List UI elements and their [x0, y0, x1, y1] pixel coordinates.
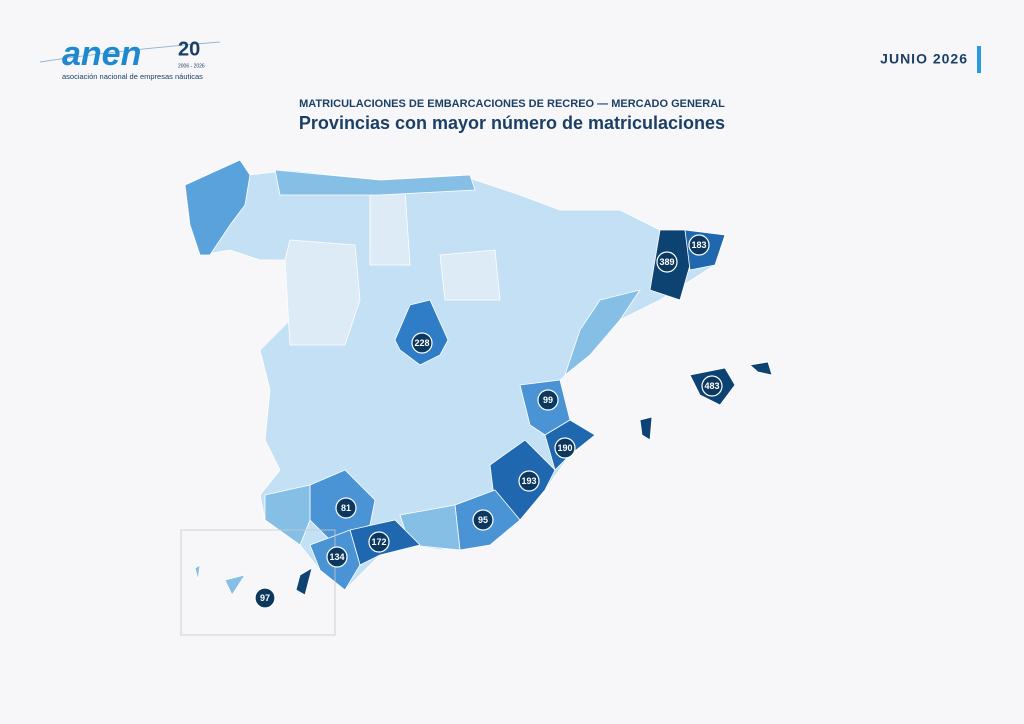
marker-label: 389: [659, 257, 674, 267]
markers: 183 389 228 483 99 190 193 81 95 172 134 97: [254, 234, 723, 609]
region: [284, 239, 361, 346]
canary-inset: [180, 529, 336, 636]
marker: [688, 234, 710, 256]
island: [749, 361, 773, 376]
marker: [326, 546, 348, 568]
date: JUNIO 2026: [880, 51, 968, 67]
region: [264, 484, 311, 546]
marker-label: 228: [414, 338, 429, 348]
region: [564, 289, 641, 377]
marker-label: 134: [329, 552, 344, 562]
logo-name: anen: [62, 35, 141, 73]
date-accent: [977, 46, 981, 73]
region: [369, 189, 411, 266]
marker-label: 97: [260, 593, 270, 603]
marker: [701, 375, 723, 397]
region: [439, 249, 501, 301]
marker: [411, 332, 433, 354]
marker-label: 172: [371, 537, 386, 547]
marker: [656, 251, 678, 273]
logo: anen 20 2006 - 2026 asociación nacional …: [39, 35, 221, 81]
region: [184, 159, 251, 256]
region: [274, 169, 476, 196]
title: Provincias con mayor número de matricula…: [299, 113, 725, 133]
marker: [335, 497, 357, 519]
marker: [472, 509, 494, 531]
marker-label: 193: [521, 476, 536, 486]
logo-tagline: asociación nacional de empresas náuticas: [62, 72, 203, 81]
island: [194, 564, 201, 581]
marker: [537, 389, 559, 411]
island: [639, 416, 653, 441]
marker-label: 483: [704, 381, 719, 391]
marker: [554, 437, 576, 459]
marker-label: 95: [478, 515, 488, 525]
marker-label: 81: [341, 503, 351, 513]
island: [295, 567, 313, 596]
marker: [518, 470, 540, 492]
marker-label: 190: [557, 443, 572, 453]
map: [180, 159, 773, 636]
subtitle: MATRICULACIONES DE EMBARCACIONES DE RECR…: [299, 98, 725, 110]
logo-years: 2006 - 2026: [178, 63, 205, 69]
marker: [254, 587, 276, 609]
island: [224, 574, 246, 596]
marker-label: 99: [543, 395, 553, 405]
marker-label: 183: [691, 240, 706, 250]
logo-badge: 20: [178, 38, 200, 60]
marker: [368, 531, 390, 553]
